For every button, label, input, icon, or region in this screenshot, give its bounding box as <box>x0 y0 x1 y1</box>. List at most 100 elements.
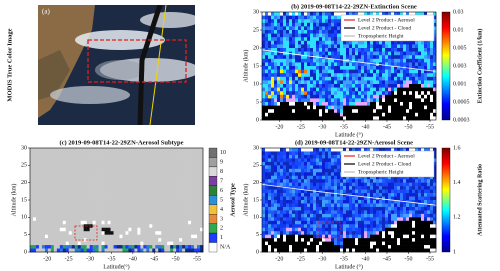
curtain-cell <box>54 207 57 211</box>
curtain-cell <box>298 214 301 218</box>
curtain-cell <box>361 98 364 102</box>
curtain-cell <box>361 91 364 95</box>
curtain-cell <box>289 148 292 152</box>
curtain-cell <box>48 183 51 187</box>
curtain-cell <box>325 214 328 218</box>
curtain-cell <box>289 155 292 159</box>
curtain-cell <box>90 190 93 194</box>
curtain-cell <box>304 238 307 242</box>
curtain-cell <box>391 109 394 113</box>
curtain-cell <box>268 214 271 218</box>
curtain-cell <box>301 102 304 106</box>
curtain-cell <box>66 183 69 187</box>
curtain-cell <box>54 155 57 159</box>
curtain-cell <box>280 245 283 249</box>
curtain-cell <box>155 238 158 242</box>
curtain-cell <box>262 228 265 232</box>
curtain-cell <box>292 176 295 180</box>
curtain-cell <box>108 203 111 207</box>
curtain-cell <box>96 217 99 221</box>
satellite-image <box>38 5 200 125</box>
curtain-cell <box>179 235 182 239</box>
curtain-cell <box>382 44 385 48</box>
curtain-cell <box>167 235 170 239</box>
curtain-cell <box>167 228 170 232</box>
curtain-cell <box>343 91 346 95</box>
curtain-cell <box>176 162 179 166</box>
curtain-cell <box>325 95 328 99</box>
curtain-cell <box>197 217 200 221</box>
curtain-cell <box>316 186 319 190</box>
panel-title: (c) 2019-09-08T14-22-29ZN-Aerosol Subtyp… <box>59 139 183 146</box>
curtain-cell <box>349 224 352 228</box>
curtain-cell <box>63 207 66 211</box>
curtain-cell <box>66 165 69 169</box>
curtain-cell <box>328 77 331 81</box>
curtain-cell <box>301 26 304 30</box>
curtain-cell <box>131 148 134 152</box>
curtain-cell <box>409 77 412 81</box>
curtain-cell <box>87 176 90 180</box>
curtain-cell <box>146 245 149 249</box>
curtain-cell <box>268 221 271 225</box>
curtain-cell <box>388 238 391 242</box>
curtain-cell <box>191 172 194 176</box>
curtain-cell <box>382 48 385 52</box>
curtain-cell <box>42 148 45 152</box>
curtain-cell <box>292 217 295 221</box>
curtain-cell <box>343 197 346 201</box>
curtain-cell <box>137 183 140 187</box>
curtain-cell <box>125 183 128 187</box>
colorbar-tick-label: 0.03 <box>453 9 464 15</box>
curtain-cell <box>161 155 164 159</box>
curtain-cell <box>421 44 424 48</box>
curtain-cell <box>170 245 173 249</box>
curtain-cell <box>367 242 370 246</box>
curtain-cell <box>337 183 340 187</box>
curtain-cell <box>164 221 167 225</box>
curtain-cell <box>283 210 286 214</box>
curtain-cell <box>143 183 146 187</box>
curtain-cell <box>33 169 36 173</box>
curtain-cell <box>358 183 361 187</box>
curtain-cell <box>343 238 346 242</box>
curtain-cell <box>155 207 158 211</box>
curtain-cell <box>268 41 271 45</box>
curtain-cell <box>310 16 313 20</box>
curtain-cell <box>265 217 268 221</box>
curtain-cell <box>81 214 84 218</box>
curtain-cell <box>379 113 382 117</box>
curtain-cell <box>406 84 409 88</box>
curtain-cell <box>87 183 90 187</box>
curtain-cell <box>406 55 409 59</box>
curtain-cell <box>313 224 316 228</box>
curtain-cell <box>185 179 188 183</box>
curtain-cell <box>128 165 131 169</box>
curtain-cell <box>310 77 313 81</box>
curtain-cell <box>316 19 319 23</box>
curtain-cell <box>125 203 128 207</box>
curtain-cell <box>322 73 325 77</box>
curtain-cell <box>90 235 93 239</box>
curtain-cell <box>81 158 84 162</box>
curtain-cell <box>409 84 412 88</box>
curtain-cell <box>397 231 400 235</box>
y-tick-label: 30 <box>253 9 259 15</box>
curtain-cell <box>134 169 137 173</box>
curtain-cell <box>69 207 72 211</box>
colorbar-cell <box>209 157 217 166</box>
curtain-cell <box>75 172 78 176</box>
curtain-cell <box>322 55 325 59</box>
curtain-cell <box>283 59 286 63</box>
curtain-cell <box>39 221 42 225</box>
curtain-cell <box>60 245 63 249</box>
curtain-cell <box>337 62 340 66</box>
curtain-cell <box>349 183 352 187</box>
curtain-cell <box>134 207 137 211</box>
curtain-cell <box>313 207 316 211</box>
curtain-cell <box>364 109 367 113</box>
curtain-cell <box>117 193 120 197</box>
curtain-cell <box>352 41 355 45</box>
curtain-cell <box>319 165 322 169</box>
curtain-cell <box>277 200 280 204</box>
